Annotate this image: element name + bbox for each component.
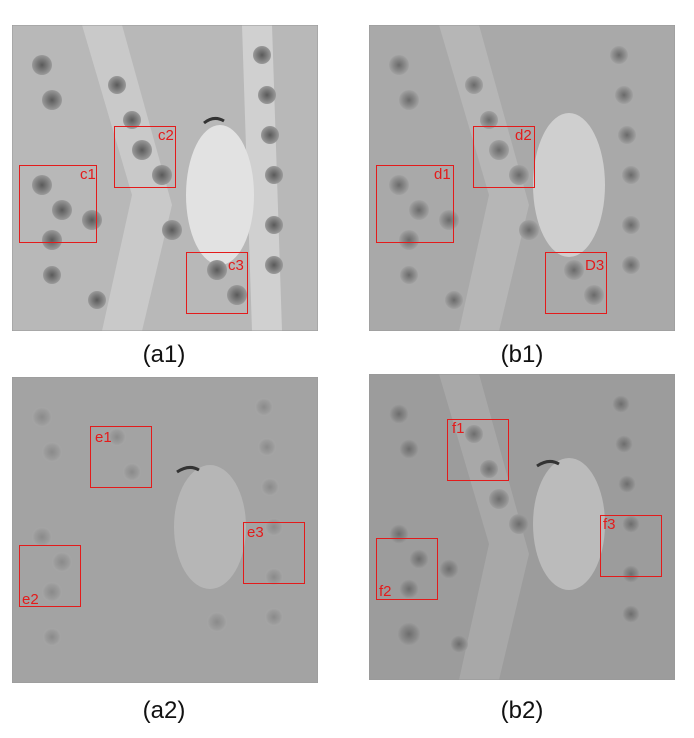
panel-caption: (a2) — [142, 697, 186, 724]
roi-box — [473, 126, 535, 188]
roi-box — [90, 426, 152, 488]
roi-box — [186, 252, 248, 314]
roi-label: e3 — [247, 524, 264, 541]
roi-label: f3 — [603, 516, 616, 533]
roi-label: f2 — [379, 583, 392, 600]
roi-box — [376, 165, 454, 243]
roi-label: d2 — [515, 127, 532, 144]
panel-caption: (a1) — [142, 341, 186, 368]
roi-label: f1 — [452, 420, 465, 437]
microscopy-image-b2 — [369, 374, 675, 680]
microscopy-image-a1 — [12, 25, 318, 331]
roi-box — [447, 419, 509, 481]
roi-box — [545, 252, 607, 314]
panel-caption: (b1) — [500, 341, 544, 368]
roi-label: c3 — [228, 257, 244, 274]
roi-box — [19, 545, 81, 607]
roi-box — [19, 165, 97, 243]
roi-label: c1 — [80, 166, 96, 183]
roi-box — [243, 522, 305, 584]
roi-box — [600, 515, 662, 577]
microscopy-image-b1 — [369, 25, 675, 331]
roi-label: d1 — [434, 166, 451, 183]
roi-box — [376, 538, 438, 600]
panel-caption: (b2) — [500, 697, 544, 724]
roi-label: e2 — [22, 591, 39, 608]
roi-box — [114, 126, 176, 188]
roi-label: e1 — [95, 429, 112, 446]
microscopy-image-a2 — [12, 377, 318, 683]
roi-label: c2 — [158, 127, 174, 144]
roi-label: D3 — [585, 257, 605, 274]
